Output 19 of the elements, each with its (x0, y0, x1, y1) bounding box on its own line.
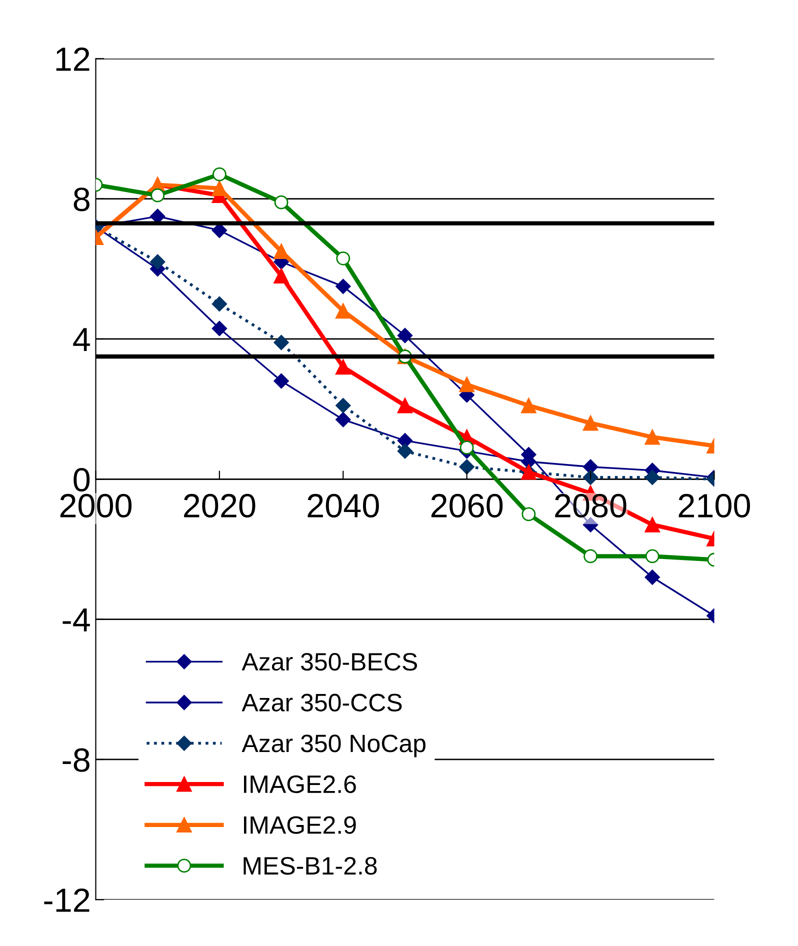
y-tick-label: 12 (56, 47, 90, 71)
y-tick-label: 8 (74, 188, 90, 212)
x-tick-label: 2080 (555, 494, 626, 518)
y-tick-label: -12 (44, 888, 90, 912)
y-tick-label: 0 (74, 468, 90, 492)
x-tick-label: 2020 (184, 494, 256, 518)
legend-label: MES-B1-2.8 (244, 857, 377, 875)
legend-label: Azar 350-CCS (242, 694, 402, 712)
x-tick-label: 2040 (308, 494, 379, 518)
x-tick-label: 2100 (678, 494, 750, 518)
y-tick-label: 4 (73, 328, 90, 352)
x-tick-label: 2000 (60, 494, 132, 518)
legend-label: Azar 350 NoCap (242, 734, 426, 758)
y-tick-label: -4 (62, 608, 90, 632)
x-tick-label: 2060 (431, 494, 503, 518)
y-tick-label: -8 (62, 748, 90, 772)
legend-label: Azar 350-BECS (242, 652, 417, 671)
legend-label: IMAGE2.9 (244, 816, 356, 834)
legend-label: IMAGE2.6 (244, 775, 356, 794)
